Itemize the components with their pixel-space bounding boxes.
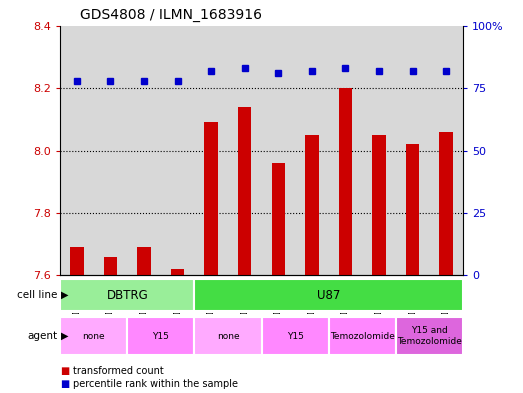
Bar	[406, 144, 419, 275]
Bar	[262, 26, 295, 275]
Bar	[271, 163, 285, 275]
Bar	[60, 279, 195, 311]
Bar	[94, 26, 127, 275]
Bar	[127, 317, 195, 355]
Bar	[238, 107, 252, 275]
Text: none: none	[83, 332, 105, 340]
Text: agent: agent	[27, 331, 58, 341]
Bar	[328, 317, 396, 355]
Text: Temozolomide: Temozolomide	[329, 332, 395, 340]
Text: ▶: ▶	[61, 331, 68, 341]
Bar	[104, 257, 117, 275]
Bar	[60, 317, 127, 355]
Text: percentile rank within the sample: percentile rank within the sample	[73, 379, 238, 389]
Text: GDS4808 / ILMN_1683916: GDS4808 / ILMN_1683916	[81, 8, 262, 22]
Bar	[328, 26, 362, 275]
Text: Y15 and
Temozolomide: Y15 and Temozolomide	[397, 326, 462, 346]
Bar	[195, 317, 262, 355]
Bar	[171, 269, 184, 275]
Bar	[161, 26, 195, 275]
Bar	[339, 88, 352, 275]
Bar	[305, 135, 319, 275]
Bar	[362, 26, 396, 275]
Text: none: none	[217, 332, 239, 340]
Bar	[70, 247, 84, 275]
Text: DBTRG: DBTRG	[106, 288, 148, 302]
Bar	[429, 26, 463, 275]
Bar	[204, 122, 218, 275]
Bar	[195, 279, 463, 311]
Text: U87: U87	[317, 288, 340, 302]
Text: Y15: Y15	[287, 332, 303, 340]
Bar	[262, 317, 328, 355]
Bar	[138, 247, 151, 275]
Text: ■: ■	[60, 379, 70, 389]
Bar	[396, 317, 463, 355]
Bar	[372, 135, 385, 275]
Bar	[295, 26, 328, 275]
Text: ■: ■	[60, 366, 70, 376]
Text: cell line: cell line	[17, 290, 58, 300]
Bar	[439, 132, 453, 275]
Text: transformed count: transformed count	[73, 366, 164, 376]
Text: Y15: Y15	[152, 332, 169, 340]
Bar	[396, 26, 429, 275]
Bar	[127, 26, 161, 275]
Bar	[60, 26, 94, 275]
Bar	[195, 26, 228, 275]
Text: ▶: ▶	[61, 290, 68, 300]
Bar	[228, 26, 262, 275]
